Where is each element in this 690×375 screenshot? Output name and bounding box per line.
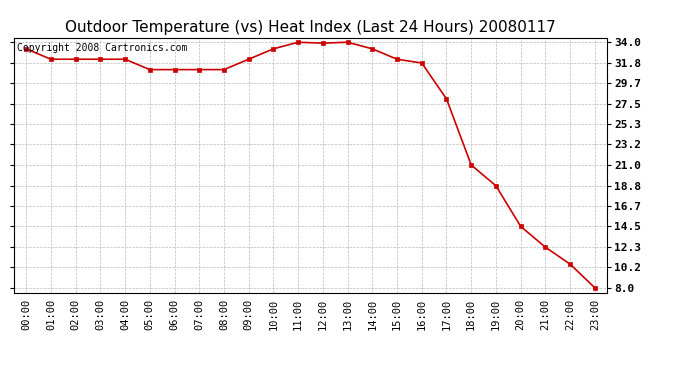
Text: Copyright 2008 Cartronics.com: Copyright 2008 Cartronics.com (17, 43, 187, 52)
Title: Outdoor Temperature (vs) Heat Index (Last 24 Hours) 20080117: Outdoor Temperature (vs) Heat Index (Las… (65, 20, 556, 35)
